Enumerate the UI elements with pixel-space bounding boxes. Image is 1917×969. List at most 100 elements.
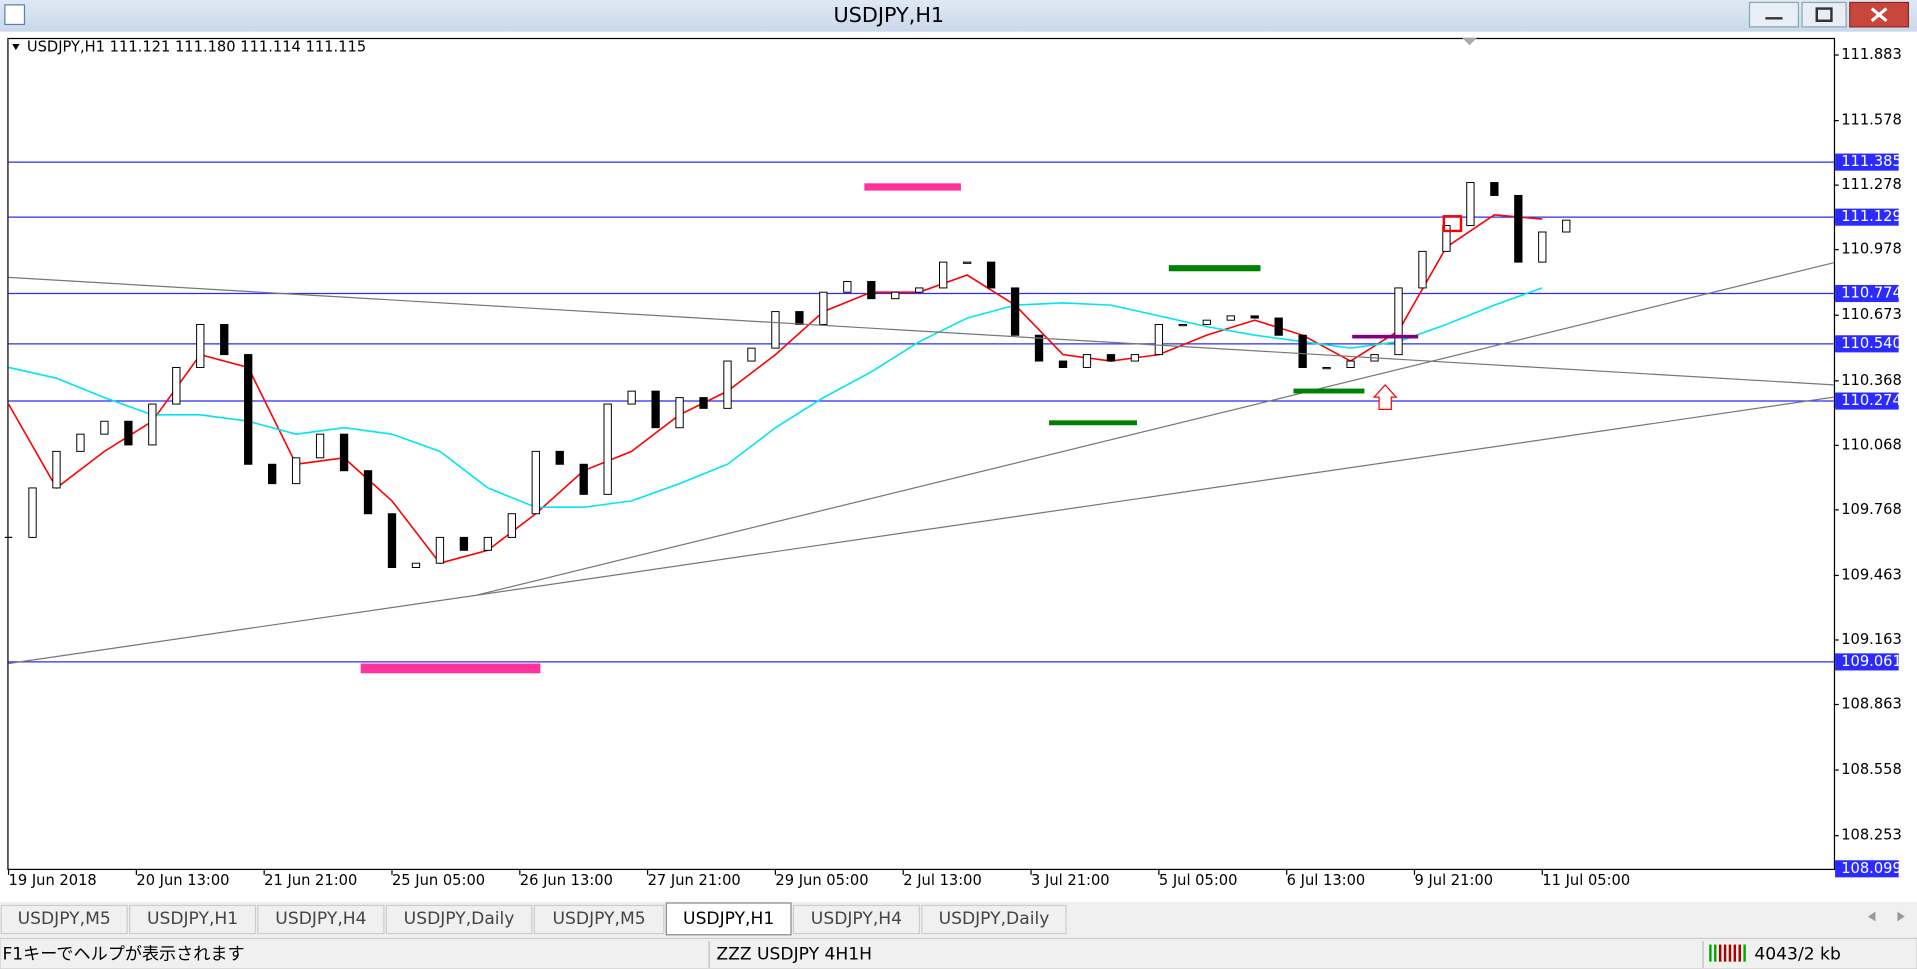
level-label-bg <box>1835 335 1899 353</box>
x-tick-label: 26 Jun 13:00 <box>520 872 613 889</box>
candle <box>1538 231 1547 263</box>
title-bar <box>0 0 1917 32</box>
candle <box>1106 354 1116 362</box>
level-label-bg <box>1835 653 1899 671</box>
tab[interactable] <box>921 904 1067 935</box>
trend-line <box>8 396 1834 665</box>
candle <box>1394 287 1403 356</box>
moving-average <box>8 287 1543 509</box>
y-tick-label: 110.673 <box>1841 306 1902 323</box>
x-tick-label: 25 Jun 05:00 <box>392 872 485 889</box>
x-tick-label: 3 Jul 21:00 <box>1031 872 1110 889</box>
axis-min-label: 108.099 <box>1841 860 1902 877</box>
candle <box>1346 360 1355 368</box>
candle <box>196 323 205 368</box>
candle <box>1154 323 1164 356</box>
y-tick-label: 110.068 <box>1841 436 1902 453</box>
tab[interactable] <box>0 904 128 935</box>
minimize-button[interactable] <box>1748 1 1800 28</box>
y-tick-label: 108.558 <box>1841 761 1902 778</box>
axis-min-label-bg <box>1835 860 1899 878</box>
candle <box>1466 182 1475 227</box>
candle <box>1202 319 1211 325</box>
level-label: 110.274 <box>1841 392 1902 409</box>
candle <box>1490 182 1499 196</box>
level-label-bg <box>1835 208 1899 226</box>
candle <box>172 367 181 405</box>
tab[interactable] <box>792 904 920 935</box>
tab[interactable] <box>257 904 385 935</box>
candle <box>723 360 732 409</box>
candle <box>891 291 900 300</box>
candle <box>435 536 445 564</box>
candle <box>915 287 924 293</box>
support-bar <box>1168 265 1261 272</box>
tab[interactable] <box>533 904 665 935</box>
candle <box>244 354 253 465</box>
candle <box>483 536 493 551</box>
tab-label[interactable]: USDJPY,H4 <box>811 909 902 929</box>
candle <box>867 280 876 300</box>
trend-line <box>8 276 1834 386</box>
moving-average <box>7 214 1543 565</box>
support-bar <box>1293 388 1365 394</box>
candle <box>603 403 612 495</box>
y-tick-label: 108.253 <box>1841 827 1902 844</box>
candle <box>291 457 301 485</box>
candle <box>1226 315 1235 321</box>
level-label: 111.129 <box>1841 208 1902 225</box>
level-label-bg <box>1835 153 1899 171</box>
candle <box>1034 334 1044 362</box>
level-label-bg <box>1835 284 1899 303</box>
candle <box>795 311 804 325</box>
candle <box>315 433 325 459</box>
signal-marker <box>1442 215 1463 233</box>
support-bar <box>1048 420 1137 426</box>
candle <box>771 311 780 349</box>
tab-label[interactable]: USDJPY,Daily <box>404 909 515 929</box>
y-tick-label: 109.463 <box>1841 566 1902 583</box>
tab[interactable] <box>128 904 257 935</box>
y-tick-label: 110.978 <box>1841 241 1902 258</box>
candle <box>675 397 684 429</box>
candle <box>819 291 828 325</box>
y-tick-label: 108.863 <box>1841 695 1902 712</box>
candle <box>1082 354 1092 368</box>
restore-button[interactable] <box>1801 1 1847 28</box>
candle <box>651 390 660 429</box>
y-tick-label: 111.278 <box>1841 176 1902 193</box>
y-tick-label: 111.883 <box>1841 46 1902 63</box>
x-tick-label: 19 Jun 2018 <box>9 872 97 889</box>
tab-label[interactable]: USDJPY,H1 <box>147 909 238 929</box>
y-tick-label: 109.768 <box>1841 501 1902 518</box>
window-title: USDJPY,H1 <box>833 3 944 27</box>
candle <box>962 261 972 264</box>
candle <box>339 433 349 472</box>
x-tick-label: 6 Jul 13:00 <box>1287 872 1366 889</box>
candle <box>555 450 564 465</box>
level-label: 109.061 <box>1841 653 1902 670</box>
candle <box>76 433 85 452</box>
candle <box>387 513 397 568</box>
tab-label[interactable]: USDJPY,H4 <box>275 909 366 929</box>
x-tick-label: 27 Jun 21:00 <box>648 872 741 889</box>
candle <box>220 323 229 356</box>
candle <box>52 450 61 489</box>
tab-label[interactable]: USDJPY,M5 <box>18 909 111 929</box>
candle <box>1178 323 1187 327</box>
tab-active[interactable] <box>665 902 792 936</box>
tab-label[interactable]: USDJPY,M5 <box>553 909 646 929</box>
candle <box>124 420 133 446</box>
tab-label[interactable]: USDJPY,H1 <box>683 909 774 929</box>
tab-label[interactable]: USDJPY,Daily <box>939 909 1050 929</box>
y-tick-label: 109.163 <box>1841 631 1902 648</box>
tab[interactable] <box>385 904 533 935</box>
candle <box>747 347 756 362</box>
candle <box>843 280 852 293</box>
candle <box>1298 334 1307 368</box>
level-label: 110.540 <box>1841 335 1902 352</box>
chart-header: USDJPY,H1 111.121 111.180 111.114 111.11… <box>27 39 366 56</box>
highlight-bar <box>360 663 541 674</box>
x-tick-label: 11 Jul 05:00 <box>1542 872 1630 889</box>
